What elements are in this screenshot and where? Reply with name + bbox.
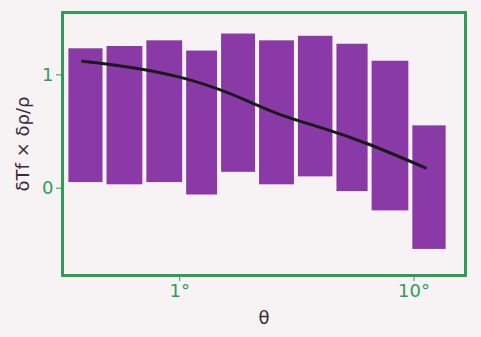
svg-text:1: 1 [42,64,53,85]
svg-text:1°: 1° [169,280,189,301]
svg-text:δTf × δρ/ρ: δTf × δρ/ρ [12,97,33,192]
svg-text:θ: θ [258,307,269,328]
svg-text:10°: 10° [398,280,430,301]
svg-text:0: 0 [42,177,53,198]
